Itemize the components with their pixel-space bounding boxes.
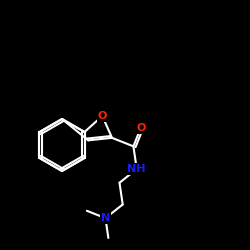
Text: O: O xyxy=(98,111,107,121)
Text: N: N xyxy=(101,213,110,223)
Text: O: O xyxy=(136,123,145,133)
Text: NH: NH xyxy=(128,164,146,174)
